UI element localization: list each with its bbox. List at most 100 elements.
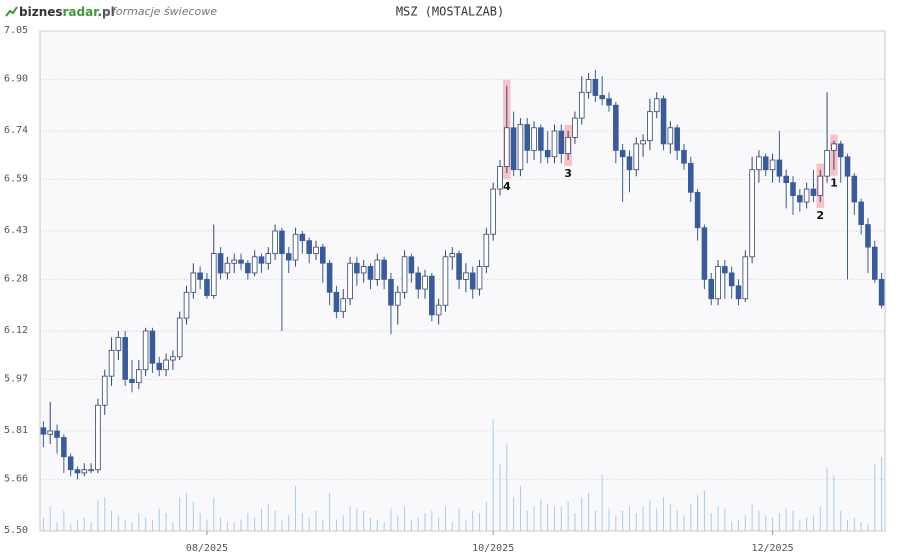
- candle-body: [456, 253, 462, 280]
- candle-body: [224, 262, 231, 274]
- candle-body: [871, 246, 878, 280]
- candle-body: [715, 266, 721, 300]
- candle-body: [176, 317, 183, 358]
- candle-body: [524, 124, 531, 151]
- candle-body: [197, 272, 203, 280]
- candle-body: [183, 291, 190, 319]
- candle-body: [435, 304, 442, 316]
- volume-bar: [703, 490, 705, 531]
- volume-bar: [179, 497, 181, 531]
- candle-body: [326, 262, 333, 293]
- y-tick-label: 5.97: [4, 373, 28, 384]
- candle-body: [163, 359, 169, 371]
- volume-bar: [124, 519, 126, 531]
- volume-bar: [519, 486, 521, 531]
- volume-bar: [56, 522, 58, 531]
- volume-bar: [560, 506, 562, 531]
- candle-body: [463, 272, 469, 280]
- candle-body: [490, 188, 496, 235]
- x-tick-label: 12/2025: [751, 543, 793, 554]
- candle-body: [136, 369, 142, 384]
- volume-bar: [117, 515, 119, 531]
- candle-body: [279, 230, 285, 254]
- volume-bar: [70, 524, 72, 531]
- volume-bar: [778, 513, 780, 531]
- volume-bar: [438, 517, 440, 531]
- volume-bar: [376, 519, 378, 531]
- candle-body: [422, 275, 428, 290]
- volume-bar: [874, 463, 876, 531]
- candle-body: [708, 278, 715, 300]
- y-tick-label: 5.66: [4, 473, 28, 484]
- volume-bar: [138, 513, 140, 531]
- candle-body: [633, 143, 640, 171]
- candle-body: [476, 266, 483, 290]
- candle-body: [367, 266, 374, 280]
- candle-body: [694, 191, 701, 229]
- y-tick-label: 5.81: [4, 425, 28, 436]
- candle-body: [217, 253, 224, 274]
- volume-bar: [444, 506, 446, 531]
- candle-body: [299, 233, 306, 242]
- volume-bar: [404, 506, 406, 531]
- volume-bar: [363, 510, 365, 531]
- logo-part: radar: [63, 5, 100, 19]
- volume-bar: [104, 497, 106, 531]
- candle-body: [54, 430, 60, 438]
- y-tick-label: 5.50: [4, 525, 28, 536]
- volume-bar: [669, 504, 671, 531]
- volume-bar: [642, 506, 644, 531]
- candle-body: [74, 469, 81, 474]
- candle-body: [374, 259, 381, 280]
- volume-bar: [499, 463, 501, 531]
- volume-bar: [260, 508, 262, 531]
- candle-body: [251, 256, 258, 274]
- candle-body: [538, 127, 544, 151]
- candle-body: [844, 156, 851, 177]
- candle-body: [285, 253, 292, 261]
- volume-bar: [254, 517, 256, 531]
- volume-bar: [690, 504, 692, 531]
- candle-body: [238, 259, 244, 264]
- volume-bar: [247, 513, 249, 531]
- candle-body: [204, 278, 210, 296]
- volume-bar: [111, 510, 113, 531]
- candle-body: [783, 175, 789, 184]
- candle-body: [95, 404, 101, 471]
- y-tick-label: 6.59: [4, 173, 28, 184]
- candle-body: [544, 149, 551, 158]
- volume-bar: [390, 508, 392, 531]
- candle-body: [749, 169, 755, 258]
- volume-bar: [792, 510, 794, 531]
- candle-body: [613, 104, 619, 151]
- pattern-label: 4: [503, 180, 511, 193]
- y-tick-label: 6.12: [4, 325, 28, 336]
- candle-body: [483, 233, 490, 267]
- volume-bar: [329, 492, 331, 531]
- candle-body: [837, 143, 844, 158]
- pattern-label: 1: [830, 177, 838, 190]
- logo-subtitle: formacje świecowe: [112, 5, 217, 18]
- logo[interactable]: biznesradar.pl: [19, 5, 115, 19]
- candle-body: [231, 259, 237, 264]
- y-tick-label: 6.43: [4, 225, 28, 236]
- volume-bar: [526, 510, 528, 531]
- candle-body: [47, 430, 54, 435]
- volume-bar: [492, 419, 494, 531]
- candle-body: [578, 91, 585, 119]
- volume-bar: [165, 513, 167, 531]
- candle-body: [333, 291, 340, 313]
- candle-body: [865, 224, 871, 248]
- volume-bar: [676, 510, 678, 531]
- candle-body: [653, 98, 660, 113]
- volume-bar: [513, 497, 515, 531]
- candle-body: [517, 124, 524, 171]
- volume-bar: [867, 524, 869, 531]
- volume-bar: [553, 506, 555, 531]
- volume-bar: [63, 510, 65, 531]
- volume-bar: [424, 513, 426, 531]
- candle-body: [149, 330, 156, 364]
- logo-icon: [5, 6, 18, 17]
- volume-bar: [608, 508, 610, 531]
- candle-body: [817, 175, 824, 196]
